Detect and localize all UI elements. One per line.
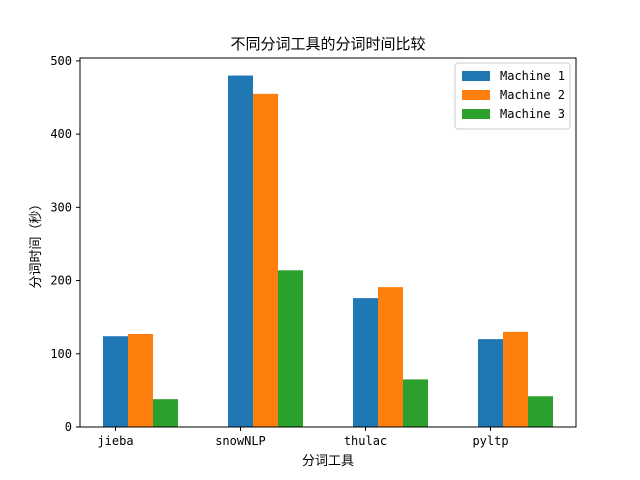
bars-layer	[103, 75, 553, 427]
chart-title: 不同分词工具的分词时间比较	[230, 35, 425, 53]
bar-pyltp-machine-2	[503, 331, 528, 427]
y-tick-label: 200	[50, 274, 72, 288]
legend-swatch-machine-1	[462, 71, 490, 81]
bar-jieba-machine-2	[128, 334, 153, 427]
y-axis-label: 分词时间（秒）	[29, 197, 44, 288]
legend-label-machine-1: Machine 1	[500, 69, 565, 83]
bar-thulac-machine-2	[378, 287, 403, 427]
bar-snowNLP-machine-2	[253, 93, 278, 427]
y-tick-label: 100	[50, 347, 72, 361]
bar-snowNLP-machine-3	[278, 270, 303, 427]
bar-thulac-machine-3	[403, 379, 428, 427]
legend-swatch-machine-2	[462, 90, 490, 100]
x-tick-label-jieba: jieba	[97, 434, 133, 448]
bar-jieba-machine-1	[103, 336, 128, 427]
bar-pyltp-machine-3	[528, 396, 553, 427]
y-tick-label: 0	[65, 420, 72, 434]
y-tick-label: 500	[50, 54, 72, 68]
x-tick-label-thulac: thulac	[344, 434, 387, 448]
legend-swatch-machine-3	[462, 109, 490, 119]
legend-label-machine-3: Machine 3	[500, 107, 565, 121]
x-axis-label: 分词工具	[302, 454, 354, 469]
plot-area-frame	[79, 57, 577, 428]
legend-label-machine-2: Machine 2	[500, 88, 565, 102]
x-tick-label-snowNLP: snowNLP	[215, 434, 266, 448]
x-tick-label-pyltp: pyltp	[472, 434, 508, 448]
y-tick-label: 400	[50, 127, 72, 141]
bar-pyltp-machine-1	[478, 339, 503, 427]
legend: Machine 1 Machine 2 Machine 3	[454, 62, 571, 130]
y-axis: 0 100 200 300 400 500	[50, 54, 80, 434]
bar-jieba-machine-3	[153, 399, 178, 427]
y-tick-label: 300	[50, 200, 72, 214]
bar-snowNLP-machine-1	[228, 75, 253, 427]
bar-thulac-machine-1	[353, 298, 378, 427]
x-axis: jieba snowNLP thulac pyltp	[97, 427, 509, 448]
